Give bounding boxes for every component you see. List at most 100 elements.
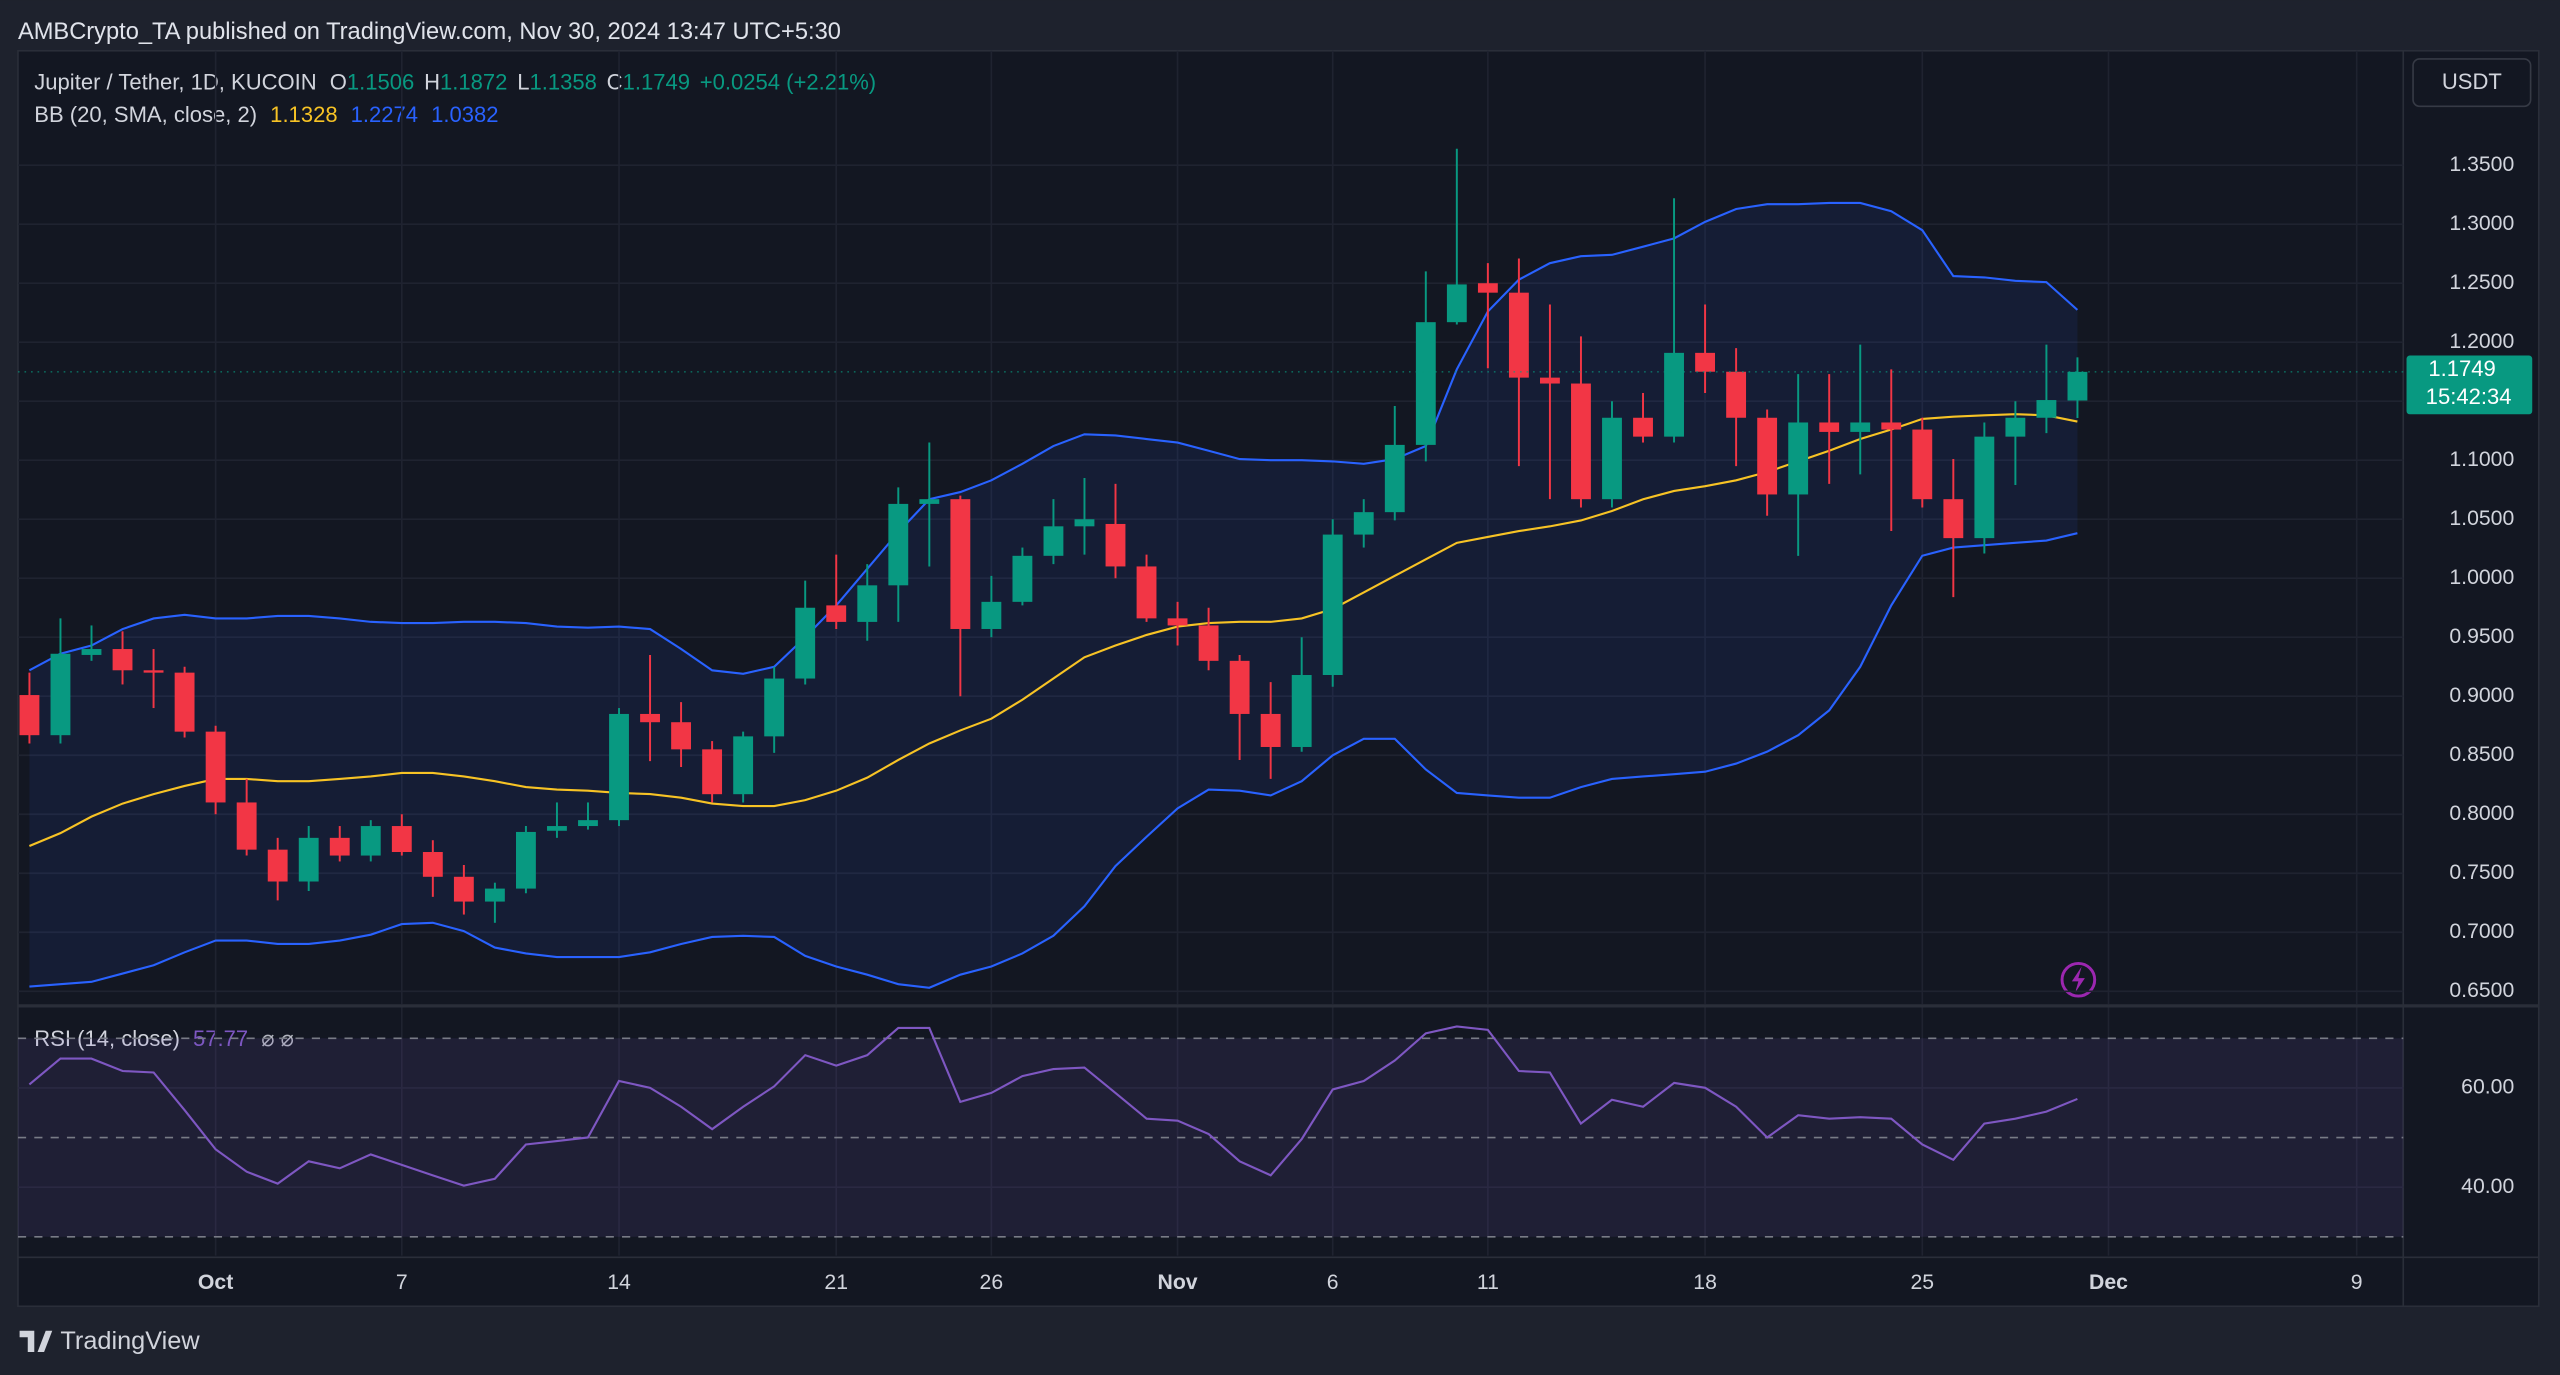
candle-body bbox=[1881, 422, 1902, 430]
y-tick-label: 0.6500 bbox=[2449, 979, 2514, 1002]
candle-body bbox=[1322, 534, 1343, 676]
candle-body bbox=[826, 605, 847, 622]
candle-body bbox=[2067, 371, 2088, 401]
y-tick-label: 40.00 bbox=[2461, 1175, 2514, 1198]
candle-body bbox=[1043, 526, 1064, 556]
candle-body bbox=[143, 670, 164, 673]
open-value: 1.1506 bbox=[347, 69, 414, 94]
candle-body bbox=[1136, 566, 1157, 619]
x-tick-label: 11 bbox=[1477, 1271, 1499, 1294]
candle-body bbox=[174, 672, 195, 732]
candle-body bbox=[1664, 352, 1684, 437]
candle-body bbox=[422, 852, 443, 877]
candle-body bbox=[1198, 625, 1219, 661]
y-tick-label: 1.2500 bbox=[2449, 271, 2514, 294]
candle-body bbox=[360, 826, 381, 856]
candle-body bbox=[205, 731, 226, 803]
y-tick-label: 1.3500 bbox=[2449, 153, 2514, 176]
x-tick-label: 18 bbox=[1693, 1271, 1717, 1294]
candle-body bbox=[391, 826, 412, 853]
ohlc-letter: O bbox=[330, 69, 347, 94]
brand-logo: TradingView bbox=[19, 1327, 200, 1355]
candle-body bbox=[515, 831, 536, 889]
candle-body bbox=[1912, 429, 1933, 500]
candle-body bbox=[50, 653, 71, 736]
x-tick-label: 9 bbox=[2351, 1271, 2363, 1294]
candle-body bbox=[981, 601, 1002, 629]
symbol-legend: Jupiter / Tether, 1D, KUCOIN O1.1506 H1.18… bbox=[34, 69, 876, 94]
logo-mark bbox=[19, 1330, 53, 1352]
high-value: 1.1872 bbox=[440, 69, 507, 94]
candle-body bbox=[1695, 352, 1716, 372]
x-tick-label: 26 bbox=[980, 1271, 1004, 1294]
ohlc-letter: C bbox=[607, 69, 623, 94]
candle-body bbox=[1974, 436, 1995, 539]
price-tag bbox=[2406, 355, 2533, 415]
y-tick-label: 60.00 bbox=[2461, 1076, 2514, 1099]
candle-body bbox=[795, 607, 816, 679]
y-tick-label: 1.0500 bbox=[2449, 507, 2514, 530]
candle-body bbox=[702, 749, 723, 795]
candle-body bbox=[1850, 422, 1871, 432]
candle-body bbox=[1726, 371, 1747, 418]
alert-bolt[interactable] bbox=[2071, 966, 2085, 993]
candle-body bbox=[547, 826, 567, 831]
candle-body bbox=[1105, 523, 1126, 567]
candle-body bbox=[1260, 713, 1281, 747]
alert-icon[interactable] bbox=[2060, 961, 2097, 998]
bb-basis-value: 1.1328 bbox=[270, 102, 337, 127]
x-tick-label: 21 bbox=[824, 1271, 848, 1294]
candle-body bbox=[1353, 512, 1374, 535]
symbol: Jupiter / Tether, 1D, KUCOIN bbox=[34, 69, 316, 94]
alert-circle[interactable] bbox=[2060, 961, 2097, 998]
candle-body bbox=[578, 820, 598, 827]
price-tag-value: 1.1749 bbox=[2428, 356, 2495, 381]
candle-body bbox=[81, 649, 102, 655]
candle-body bbox=[1571, 383, 1591, 500]
candle-body bbox=[857, 585, 878, 622]
candle-body bbox=[1012, 555, 1033, 602]
y-tick-label: 1.2000 bbox=[2449, 330, 2514, 353]
candle-body bbox=[1602, 417, 1622, 500]
candle-body bbox=[1415, 322, 1436, 445]
y-tick-label: 0.9500 bbox=[2449, 625, 2514, 648]
currency[interactable]: USDT bbox=[2442, 69, 2502, 94]
bb-basis-line bbox=[28, 413, 2078, 848]
x-tick-label: 25 bbox=[1910, 1271, 1934, 1294]
x-tick-label: 14 bbox=[607, 1271, 631, 1294]
candle-body bbox=[1757, 417, 1778, 495]
candle-body bbox=[1291, 675, 1312, 747]
candle-body bbox=[1819, 422, 1840, 432]
candle-body bbox=[671, 722, 692, 750]
x-tick-label: Oct bbox=[198, 1271, 233, 1294]
candle-body bbox=[1167, 618, 1188, 626]
candle-body bbox=[298, 837, 319, 882]
x-tick-label: Nov bbox=[1158, 1271, 1198, 1294]
y-tick-label: 1.1000 bbox=[2449, 448, 2514, 471]
y-tick-label: 0.8000 bbox=[2449, 802, 2514, 825]
y-tick-label: 0.7000 bbox=[2449, 920, 2514, 943]
bb-upper-line bbox=[28, 201, 2079, 675]
currency-button[interactable] bbox=[2412, 58, 2532, 108]
low-value: 1.1358 bbox=[529, 69, 596, 94]
y-tick-label: 0.7500 bbox=[2449, 861, 2514, 884]
candle-body bbox=[640, 713, 660, 723]
bb-lower-value: 1.0382 bbox=[431, 102, 498, 127]
candle-body bbox=[112, 649, 133, 671]
publisher: AMBCrypto_TA published on TradingView.co… bbox=[18, 19, 841, 45]
candle-body bbox=[1074, 519, 1095, 527]
candle-body bbox=[609, 713, 629, 821]
candle-body bbox=[2005, 417, 2026, 437]
bb-upper-value: 1.2274 bbox=[351, 102, 418, 127]
bb-lower-line bbox=[29, 532, 2078, 989]
y-tick-label: 1.3000 bbox=[2449, 212, 2514, 235]
y-tick-label: 1.0000 bbox=[2449, 566, 2514, 589]
candle-body bbox=[2036, 400, 2057, 418]
candle-body bbox=[919, 499, 940, 504]
candle-body bbox=[1229, 660, 1250, 714]
bb-name: BB (20, SMA, close, 2) bbox=[34, 102, 257, 127]
candle-body bbox=[484, 888, 505, 902]
x-tick-label: 6 bbox=[1327, 1271, 1339, 1294]
